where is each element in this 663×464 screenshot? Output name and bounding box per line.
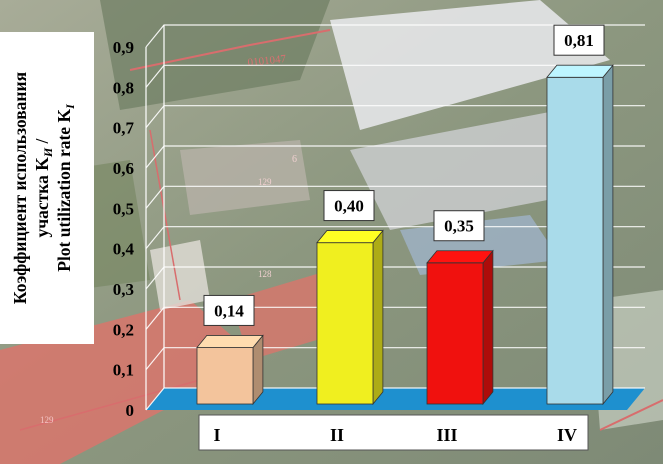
y-axis-title: Коэффициент использования участка KИ / P… (0, 32, 94, 344)
y-axis-title-line-2: участка KИ / (32, 137, 55, 237)
y-axis-title-line-1: Коэффициент использования (10, 72, 30, 304)
y-axis-title-line-3: Plot utilization rate KI (54, 103, 77, 272)
bar-top-face (316, 230, 384, 244)
map-label-2: 129 (258, 177, 272, 187)
x-axis-label-box (198, 414, 589, 451)
map-label-3: 128 (258, 269, 272, 279)
data-label: 0,40 (334, 197, 364, 216)
y-tick-label: 0,1 (113, 361, 134, 380)
data-label-box (553, 24, 605, 56)
y-tick-label: 0,2 (113, 320, 134, 339)
y-tick-label: 0 (126, 401, 135, 420)
y-tick-label: 0,4 (113, 240, 135, 259)
data-label-box (203, 294, 255, 326)
data-label-box (323, 190, 375, 222)
y-tick-label: 0,7 (113, 119, 135, 138)
data-label: 0,14 (214, 301, 244, 320)
y-tick-label: 0,9 (113, 38, 134, 57)
bar-front-face (546, 76, 604, 405)
chart-floor (146, 388, 645, 410)
y-axis-title-box (0, 32, 94, 344)
y-tick-label: 0,3 (113, 280, 134, 299)
x-tick-label: I (213, 425, 220, 445)
data-label: 0,35 (444, 217, 474, 236)
bar-front-face (316, 242, 374, 405)
bar-front-face (426, 262, 484, 405)
bar-top-face (546, 64, 614, 78)
x-tick-label: IV (557, 425, 577, 445)
bar-III (426, 249, 494, 406)
map-label-4: 129 (40, 415, 54, 425)
bar-top-face (196, 335, 264, 348)
bar-IV (546, 64, 614, 406)
x-tick-label: II (330, 425, 344, 445)
bar-side-face (482, 249, 494, 406)
bar-top-face (426, 250, 494, 264)
data-label-box (433, 210, 485, 242)
bar-I (196, 334, 264, 406)
y-tick-label: 0,6 (113, 159, 134, 178)
y-tick-label: 0,8 (113, 78, 134, 97)
map-label-1: 6 (292, 154, 297, 165)
x-tick-label: III (436, 425, 457, 445)
bar-front-face (196, 347, 254, 405)
bar-side-face (372, 229, 384, 406)
chart-plot-area: 0 0,1 0,2 0,3 0,4 0,5 0,6 0,7 0,8 0,9 0,14 I 0,40 II 0… (113, 24, 645, 451)
bar-side-face (602, 64, 614, 406)
bar-II (316, 229, 384, 406)
data-label: 0,81 (564, 31, 594, 50)
y-tick-label: 0,5 (113, 199, 134, 218)
